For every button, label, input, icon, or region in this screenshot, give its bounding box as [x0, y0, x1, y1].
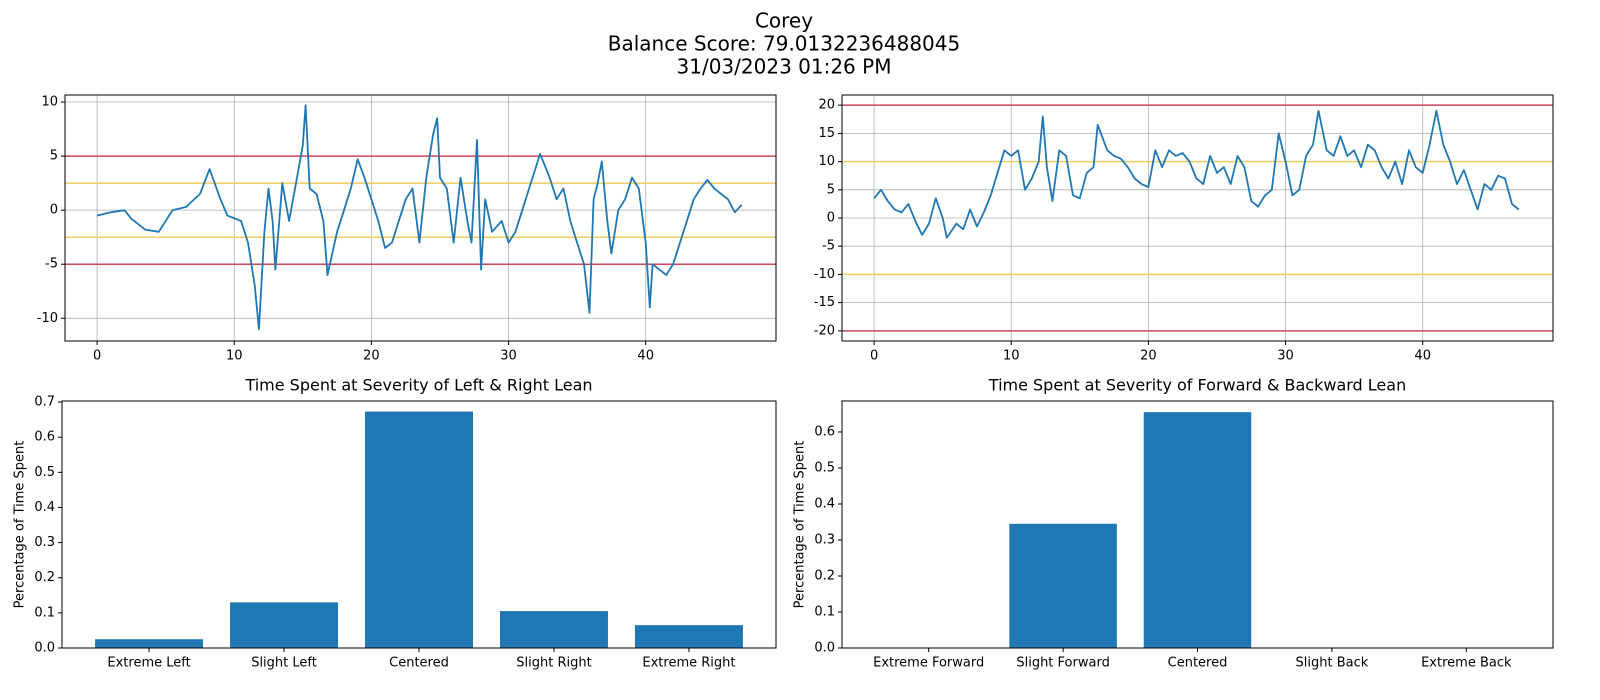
bar [1143, 412, 1252, 648]
y-tick-label: 20 [818, 98, 835, 113]
x-tick-label: 30 [1277, 349, 1294, 364]
axes-frame [61, 400, 777, 649]
y-tick-label: -10 [37, 311, 58, 326]
y-axis-label: Percentage of Time Spent [13, 441, 28, 609]
y-tick-label: 0 [827, 211, 835, 226]
y-tick-label: 0.6 [814, 424, 835, 439]
x-tick-label: Centered [389, 656, 449, 671]
axes-frame [841, 400, 1554, 649]
y-tick-label: 0.4 [34, 500, 55, 515]
bar [499, 611, 608, 648]
y-tick-label: 0.5 [814, 460, 835, 475]
x-tick-label: 0 [93, 349, 101, 364]
bar [365, 411, 473, 648]
y-tick-label: -20 [814, 323, 835, 338]
x-tick-label: 20 [363, 349, 380, 364]
x-tick-label: 40 [637, 349, 654, 364]
x-tick-label: Extreme Forward [873, 656, 984, 671]
x-tick-label: 40 [1414, 349, 1431, 364]
y-tick-label: 0 [50, 203, 58, 218]
x-tick-label: Extreme Back [1421, 656, 1512, 671]
y-tick-label: -10 [814, 267, 835, 282]
bar [230, 602, 339, 648]
y-tick-label: -5 [45, 257, 58, 272]
bar [634, 625, 743, 648]
data-line [873, 109, 1520, 239]
bar [95, 639, 204, 648]
axes-frame [64, 94, 777, 342]
x-tick-label: Slight Right [516, 656, 591, 671]
y-tick-label: -15 [814, 295, 835, 310]
figure-title: Corey [755, 9, 813, 33]
y-tick-label: 0.7 [34, 395, 55, 410]
y-tick-label: -5 [822, 239, 835, 254]
y-tick-label: 10 [41, 95, 58, 110]
y-tick-label: 10 [818, 154, 835, 169]
y-tick-label: 0.3 [34, 535, 55, 550]
x-tick-label: Slight Forward [1016, 656, 1109, 671]
y-tick-label: 0.4 [814, 496, 835, 511]
x-tick-label: Extreme Right [642, 656, 735, 671]
y-axis-label: Percentage of Time Spent [793, 441, 808, 609]
y-tick-label: 0.5 [34, 465, 55, 480]
figure-subtitle: Balance Score: 79.0132236488045 [608, 32, 960, 56]
x-tick-label: Slight Left [251, 656, 317, 671]
chart-title: Time Spent at Severity of Left & Right L… [244, 376, 592, 395]
x-tick-label: Extreme Left [107, 656, 190, 671]
y-tick-label: 15 [818, 126, 835, 141]
x-tick-label: 10 [1003, 349, 1020, 364]
x-tick-label: Slight Back [1296, 656, 1369, 671]
y-tick-label: 0.2 [34, 570, 55, 585]
y-tick-label: 0.0 [34, 641, 55, 656]
y-tick-label: 0.3 [814, 532, 835, 547]
y-tick-label: 0.6 [34, 430, 55, 445]
y-tick-label: 5 [50, 149, 58, 164]
y-tick-label: 0.0 [814, 641, 835, 656]
chart-title: Time Spent at Severity of Forward & Back… [988, 376, 1406, 395]
bar [1009, 523, 1117, 648]
x-tick-label: 10 [226, 349, 243, 364]
y-tick-label: 0.1 [814, 604, 835, 619]
data-line [96, 104, 743, 330]
x-tick-label: Centered [1168, 656, 1228, 671]
y-tick-label: 5 [827, 182, 835, 197]
y-tick-label: 0.2 [814, 568, 835, 583]
y-tick-label: 0.1 [34, 605, 55, 620]
x-tick-label: 0 [870, 349, 878, 364]
x-tick-label: 30 [500, 349, 517, 364]
x-tick-label: 20 [1140, 349, 1157, 364]
figure-date: 31/03/2023 01:26 PM [677, 55, 892, 79]
axes-frame [841, 94, 1554, 342]
